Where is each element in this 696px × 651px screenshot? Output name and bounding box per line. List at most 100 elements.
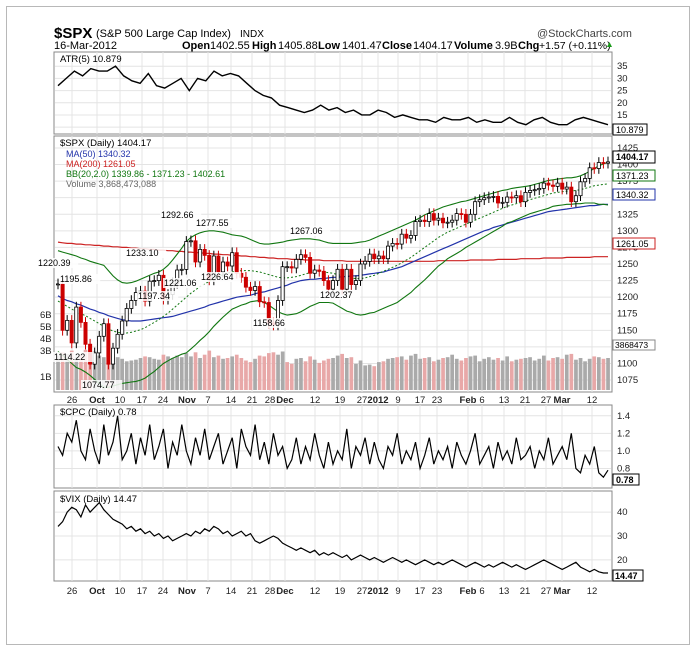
volume-bar: [427, 357, 432, 390]
candle-body: [495, 195, 500, 204]
candle-body: [491, 195, 496, 198]
x-tick-label-bottom: 9: [395, 586, 400, 597]
volume-bar: [276, 354, 280, 390]
spx-y-tick: 1175: [617, 309, 637, 320]
volume-bar: [404, 359, 409, 390]
volume-y-tick: 4B: [40, 334, 52, 345]
volume-bar: [551, 358, 555, 390]
candle-body: [523, 191, 528, 203]
volume-bar: [193, 352, 198, 390]
volume-bar: [83, 349, 88, 390]
price-annotation: 1202.37: [320, 290, 353, 300]
price-annotation: 1267.06: [290, 226, 323, 236]
candle-body: [569, 186, 574, 203]
volume-bar: [587, 358, 592, 390]
volume-bar: [560, 358, 564, 390]
volume-bar: [212, 357, 216, 390]
candle-body: [156, 274, 161, 281]
low-label: Low: [318, 40, 340, 52]
indicator-series: [57, 65, 609, 574]
candle-body: [225, 261, 230, 267]
cpc-y-tick: 0.8: [617, 463, 630, 474]
candle-body: [546, 182, 551, 186]
volume-bar: [60, 352, 65, 390]
x-tick-label-top: 12: [587, 395, 598, 406]
candle-body: [587, 167, 592, 179]
volume-bar: [179, 357, 184, 390]
vix-line: [57, 501, 608, 574]
cpc-y-tick: 1.2: [617, 428, 630, 439]
vix-y-tick: 20: [617, 555, 628, 566]
candle-body: [298, 254, 303, 260]
candle-body: [69, 319, 74, 344]
candle-body: [385, 245, 390, 260]
x-tick-label-top: 23: [432, 395, 443, 406]
annotation-bg: [200, 272, 242, 282]
volume-bar: [262, 356, 267, 390]
candle-body: [248, 286, 253, 291]
volume-bar: [487, 357, 491, 390]
x-tick-label-top: Dec: [276, 395, 293, 406]
x-tick-label-bottom: 7: [205, 586, 210, 597]
volume-value: 3.9B: [495, 40, 518, 52]
annotation-bg: [252, 318, 294, 328]
volume-bar: [198, 358, 202, 390]
volume-bar: [555, 357, 560, 390]
volume-bar: [372, 366, 377, 390]
x-tick-label-top: Oct: [89, 395, 106, 406]
ma50-legend: MA(50) 1340.32: [66, 149, 131, 159]
x-tick-label-top: 12: [310, 395, 321, 406]
ma200-legend: MA(200) 1261.05: [66, 159, 136, 169]
volume-bar: [349, 357, 354, 390]
vix-y-tick: 40: [617, 507, 628, 518]
volume-bar: [248, 362, 253, 390]
volume-label: Volume: [454, 40, 493, 52]
candle-body: [431, 213, 436, 221]
candle-body: [514, 195, 519, 199]
candle-body: [220, 261, 225, 273]
volume-bar: [491, 359, 496, 390]
candle-body: [505, 196, 510, 203]
candle-body: [399, 233, 404, 245]
volume-bar: [106, 352, 111, 390]
x-tick-label-bottom: 27: [541, 586, 552, 597]
candle-body: [473, 201, 478, 215]
x-tick-label-bottom: 21: [520, 586, 531, 597]
spx-y-tick: 1200: [617, 292, 638, 303]
volume-bar: [97, 355, 102, 390]
price-annotation: 1114.22: [54, 352, 85, 362]
candle-body: [262, 301, 267, 304]
volume-bar: [468, 356, 473, 390]
cpc-y-tick: 1.0: [617, 446, 630, 457]
x-tick-label-bottom: 17: [415, 586, 426, 597]
candle-body: [454, 213, 459, 221]
x-tick-label-top: 10: [115, 395, 126, 406]
candle-body: [358, 263, 363, 282]
volume-y-tick: 3B: [40, 346, 52, 357]
x-tick-label-top: 9: [395, 395, 400, 406]
price-annotations: 1220.39 1195.86 1114.22 1074.77 1233.10 1197.…: [37, 210, 361, 390]
volume-bar: [395, 357, 399, 390]
volume-bar: [432, 361, 436, 390]
volume-bar: [597, 357, 601, 390]
candle-body: [234, 252, 239, 274]
candle-body: [592, 167, 597, 170]
candle-body: [450, 219, 455, 223]
annotation-bg: [81, 380, 123, 390]
cpc-panel: [53, 404, 613, 489]
volume-bar: [216, 355, 221, 390]
ma200-last-value: 1261.05: [616, 239, 649, 249]
spx-y-tick: 1075: [617, 375, 638, 386]
candle-body: [436, 217, 441, 221]
candle-body: [83, 321, 88, 345]
candle-body: [198, 248, 203, 263]
annotation-bg: [163, 278, 205, 288]
volume-bar: [340, 353, 344, 390]
candle-body: [528, 189, 533, 193]
x-tick-label-bottom: 19: [335, 586, 346, 597]
candle-body: [564, 186, 569, 190]
x-tick-label-bottom: 6: [479, 586, 484, 597]
bb-last-value: 1371.23: [616, 171, 649, 181]
candle-body: [459, 213, 464, 216]
candle-body: [372, 253, 377, 260]
